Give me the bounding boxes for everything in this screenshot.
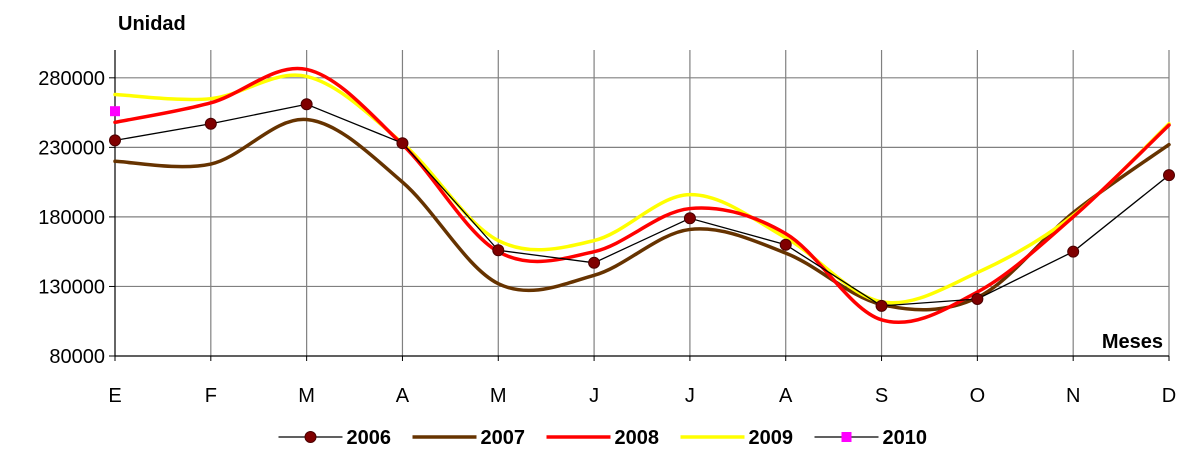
legend: 2006 2007 2008 2009 2010: [278, 427, 928, 449]
x-tick-label: O: [970, 385, 986, 407]
x-tick-label: S: [875, 385, 888, 407]
legend-label: 2010: [883, 427, 928, 449]
series-2008-line: [113, 66, 1171, 325]
legend-item-2009: 2009: [680, 427, 794, 449]
x-axis-title: Meses: [1102, 331, 1163, 353]
series-2010-point: [110, 106, 120, 117]
series-2006-point: [971, 292, 984, 305]
series-2006-point: [1067, 245, 1080, 258]
y-tick-labels: 80000 130000 180000 230000 280000: [38, 68, 105, 368]
series-2006-point: [1163, 169, 1175, 182]
x-tick-label: M: [298, 385, 315, 407]
legend-marker: [304, 431, 317, 443]
series-lines: [109, 66, 1175, 325]
x-axis-title-background: [1085, 327, 1165, 353]
x-tick-label: A: [396, 385, 410, 407]
series-2006-point: [396, 137, 409, 150]
y-tick-label: 80000: [49, 346, 105, 368]
series-2009-line: [113, 73, 1171, 305]
x-tick-label: N: [1066, 385, 1080, 407]
x-tick-label: J: [685, 385, 695, 407]
x-tick-label: A: [779, 385, 793, 407]
series-2006-point: [300, 98, 313, 111]
y-axis-title: Unidad: [118, 13, 186, 35]
legend-item-2006: 2006: [278, 427, 392, 449]
y-tick-label: 180000: [38, 207, 105, 229]
axes: [109, 50, 1170, 361]
gridlines: [115, 50, 1170, 356]
legend-label: 2008: [615, 427, 660, 449]
series-2006-point: [204, 117, 217, 130]
series-2006-line: [114, 103, 1170, 307]
legend-label: 2007: [481, 427, 526, 449]
x-tick-label: F: [205, 385, 217, 407]
y-tick-label: 130000: [38, 276, 105, 298]
x-tick-label: M: [490, 385, 507, 407]
legend-item-2010: 2010: [814, 427, 928, 449]
x-tick-label: D: [1162, 385, 1176, 407]
series-2006-point: [875, 299, 888, 312]
x-tick-label: J: [589, 385, 599, 407]
x-tick-label: E: [108, 385, 121, 407]
series-2006-point: [109, 134, 121, 147]
series-2006-point: [492, 244, 505, 257]
series-2006-point: [683, 212, 696, 225]
series-2006-point: [588, 256, 601, 269]
legend-marker: [841, 432, 852, 442]
series-2006-point: [779, 238, 792, 251]
y-tick-label: 230000: [38, 137, 105, 159]
y-tick-label: 280000: [38, 68, 105, 90]
series-2007-line: [113, 117, 1171, 312]
legend-label: 2006: [347, 427, 392, 449]
legend-item-2007: 2007: [412, 427, 526, 449]
legend-label: 2009: [749, 427, 794, 449]
legend-item-2008: 2008: [546, 427, 660, 449]
